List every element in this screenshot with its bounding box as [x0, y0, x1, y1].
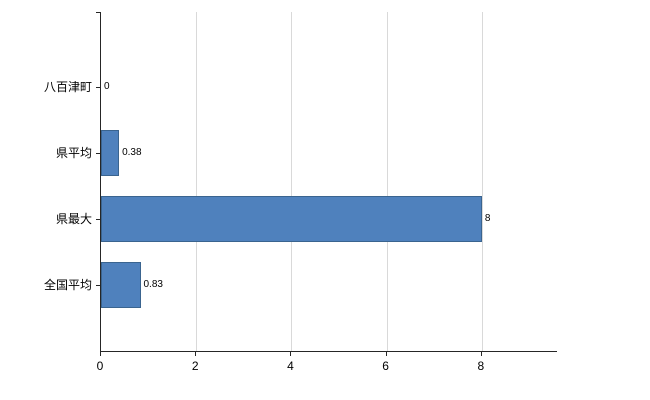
x-tick-label: 6 [382, 359, 389, 373]
gridline [386, 12, 388, 351]
x-axis-tick [195, 352, 197, 356]
bar-value-label: 8 [484, 213, 491, 224]
x-tick-label: 0 [96, 359, 104, 373]
bar [101, 262, 141, 308]
y-axis-tick [96, 12, 100, 13]
y-axis-tick [96, 219, 100, 220]
y-axis-tick [96, 87, 100, 88]
plot-area [100, 12, 557, 352]
category-label: 全国平均 [43, 278, 92, 292]
bar [101, 196, 482, 242]
x-axis-tick [290, 352, 292, 356]
gridline [196, 12, 198, 351]
x-tick-label: 4 [287, 359, 294, 373]
category-label: 県平均 [55, 146, 92, 160]
gridline [291, 12, 293, 351]
bar-value-label: 0 [104, 81, 110, 92]
x-tick-label: 8 [477, 359, 485, 373]
x-axis-tick [480, 352, 482, 356]
gridline [481, 12, 483, 351]
bar-value-label: 0.38 [122, 147, 142, 158]
x-axis-tick [100, 352, 101, 356]
category-label: 県最大 [55, 212, 92, 226]
x-tick-label: 2 [191, 359, 199, 373]
category-label: 八百津町 [43, 80, 92, 94]
bar-value-label: 0.83 [143, 279, 163, 290]
y-axis-tick [96, 285, 100, 286]
x-axis-tick [385, 352, 387, 356]
bar [101, 130, 120, 176]
y-axis-tick [96, 153, 100, 154]
